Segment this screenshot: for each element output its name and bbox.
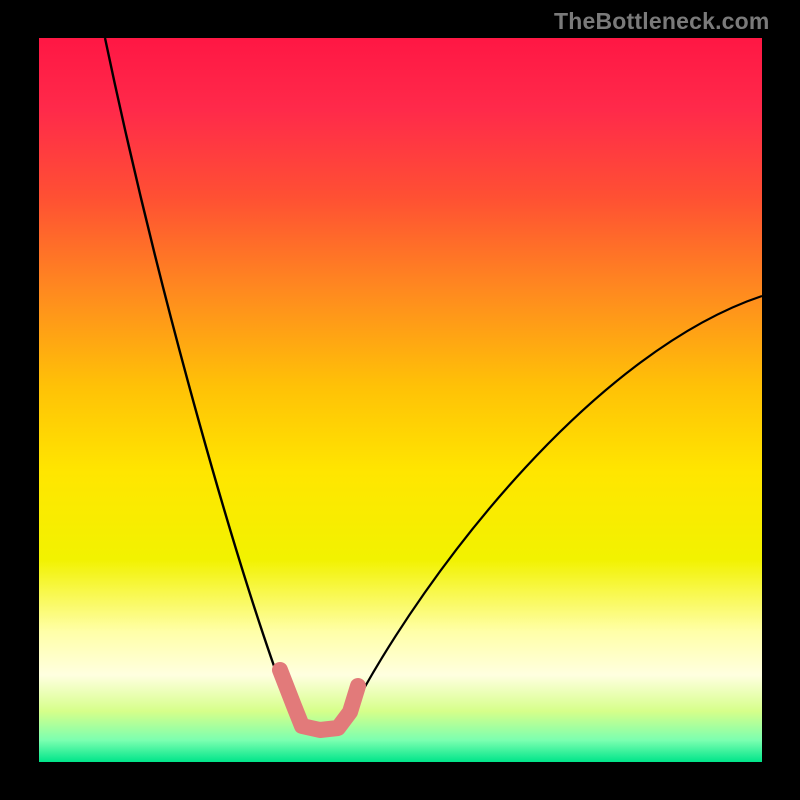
watermark-text: TheBottleneck.com bbox=[554, 8, 770, 35]
plot-svg bbox=[39, 38, 762, 762]
gradient-bg bbox=[39, 38, 762, 762]
chart-root: TheBottleneck.com bbox=[0, 0, 800, 800]
plot-area bbox=[39, 38, 762, 762]
